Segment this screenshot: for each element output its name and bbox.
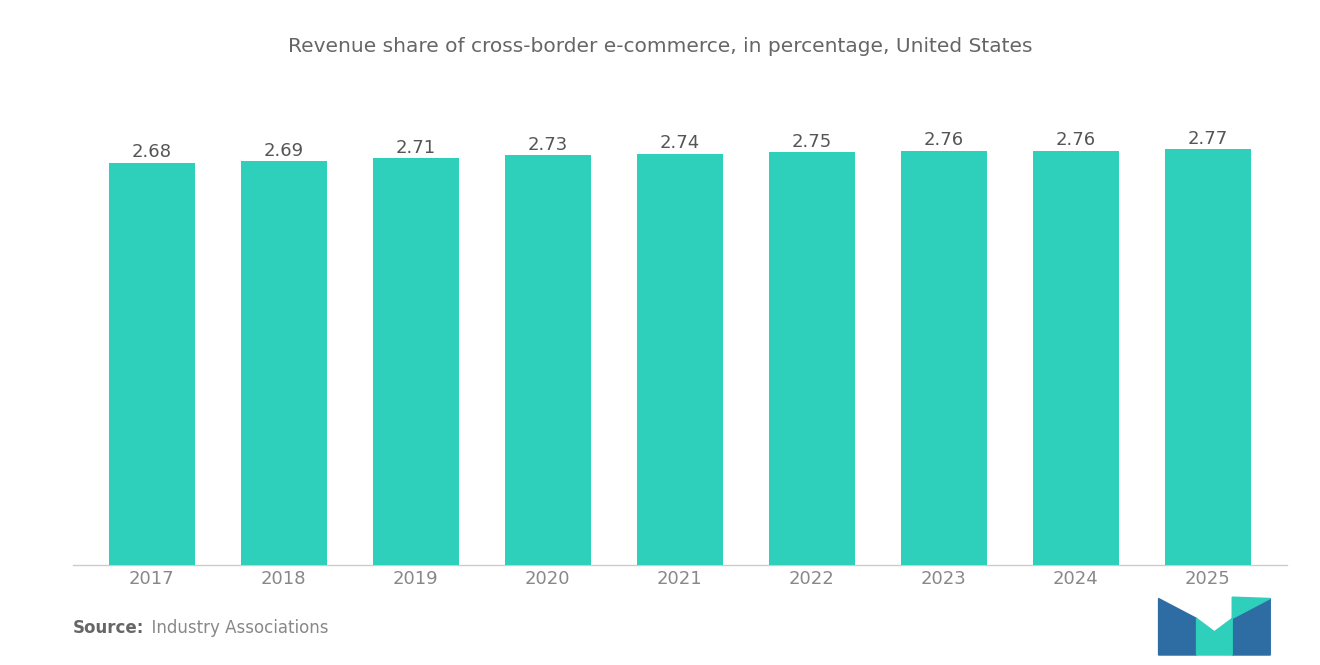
Bar [1166, 150, 1251, 565]
Polygon shape [1159, 598, 1196, 655]
Bar [1034, 151, 1119, 565]
Text: 2.71: 2.71 [396, 139, 436, 157]
Bar [108, 163, 195, 565]
Text: 2.75: 2.75 [792, 133, 832, 151]
Text: 2.76: 2.76 [1056, 131, 1096, 150]
Bar [242, 162, 327, 565]
Bar [374, 158, 459, 565]
Text: 2.76: 2.76 [924, 131, 964, 150]
Text: 2.73: 2.73 [528, 136, 568, 154]
Text: 2.69: 2.69 [264, 142, 304, 160]
Text: 2.74: 2.74 [660, 134, 700, 152]
Text: 2.77: 2.77 [1188, 130, 1228, 148]
Text: Revenue share of cross-border e-commerce, in percentage, United States: Revenue share of cross-border e-commerce… [288, 37, 1032, 56]
Bar [902, 151, 987, 565]
Polygon shape [1233, 598, 1270, 655]
Polygon shape [1196, 618, 1233, 655]
Polygon shape [1233, 597, 1270, 618]
Bar [770, 152, 855, 565]
Text: Industry Associations: Industry Associations [141, 619, 329, 638]
Bar [638, 154, 723, 565]
Text: Source:: Source: [73, 619, 144, 638]
Text: 2.68: 2.68 [132, 144, 172, 162]
Bar [506, 156, 591, 565]
